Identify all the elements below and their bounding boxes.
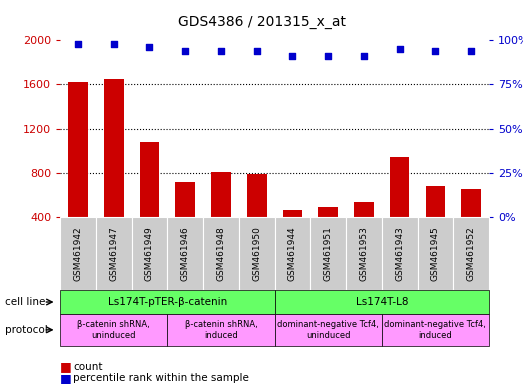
Point: [145, 44, 154, 50]
Text: ■: ■: [60, 360, 72, 373]
Point: [395, 46, 404, 52]
Text: GSM461953: GSM461953: [359, 226, 368, 281]
Bar: [211, 172, 231, 261]
Text: GSM461952: GSM461952: [467, 226, 475, 281]
Bar: [68, 82, 88, 261]
Text: Ls174T-pTER-β-catenin: Ls174T-pTER-β-catenin: [108, 297, 227, 307]
Text: GSM461951: GSM461951: [324, 226, 333, 281]
Text: β-catenin shRNA,
uninduced: β-catenin shRNA, uninduced: [77, 320, 150, 339]
Text: cell line: cell line: [5, 297, 46, 307]
Point: [288, 53, 297, 59]
Text: ■: ■: [60, 372, 72, 384]
Text: GSM461950: GSM461950: [252, 226, 261, 281]
Point: [467, 48, 475, 54]
Text: GSM461948: GSM461948: [217, 226, 225, 281]
Point: [217, 48, 225, 54]
Text: protocol: protocol: [5, 325, 48, 335]
Point: [253, 48, 261, 54]
Bar: [247, 174, 267, 261]
Point: [360, 53, 368, 59]
Text: GDS4386 / 201315_x_at: GDS4386 / 201315_x_at: [177, 15, 346, 29]
Point: [110, 41, 118, 47]
Text: GSM461949: GSM461949: [145, 226, 154, 281]
Bar: [426, 186, 445, 261]
Text: GSM461947: GSM461947: [109, 226, 118, 281]
Text: GSM461946: GSM461946: [181, 226, 190, 281]
Point: [431, 48, 439, 54]
Text: Ls174T-L8: Ls174T-L8: [356, 297, 408, 307]
Bar: [461, 189, 481, 261]
Bar: [140, 142, 160, 261]
Text: GSM461944: GSM461944: [288, 226, 297, 281]
Text: count: count: [73, 362, 103, 372]
Bar: [282, 210, 302, 261]
Text: GSM461943: GSM461943: [395, 226, 404, 281]
Text: β-catenin shRNA,
induced: β-catenin shRNA, induced: [185, 320, 257, 339]
Text: GSM461942: GSM461942: [74, 226, 83, 281]
Text: dominant-negative Tcf4,
induced: dominant-negative Tcf4, induced: [384, 320, 486, 339]
Point: [74, 41, 82, 47]
Text: GSM461945: GSM461945: [431, 226, 440, 281]
Point: [324, 53, 333, 59]
Bar: [175, 182, 195, 261]
Text: dominant-negative Tcf4,
uninduced: dominant-negative Tcf4, uninduced: [277, 320, 379, 339]
Bar: [319, 207, 338, 261]
Bar: [354, 202, 374, 261]
Point: [181, 48, 189, 54]
Bar: [390, 157, 410, 261]
Bar: [104, 79, 123, 261]
Text: percentile rank within the sample: percentile rank within the sample: [73, 373, 249, 383]
